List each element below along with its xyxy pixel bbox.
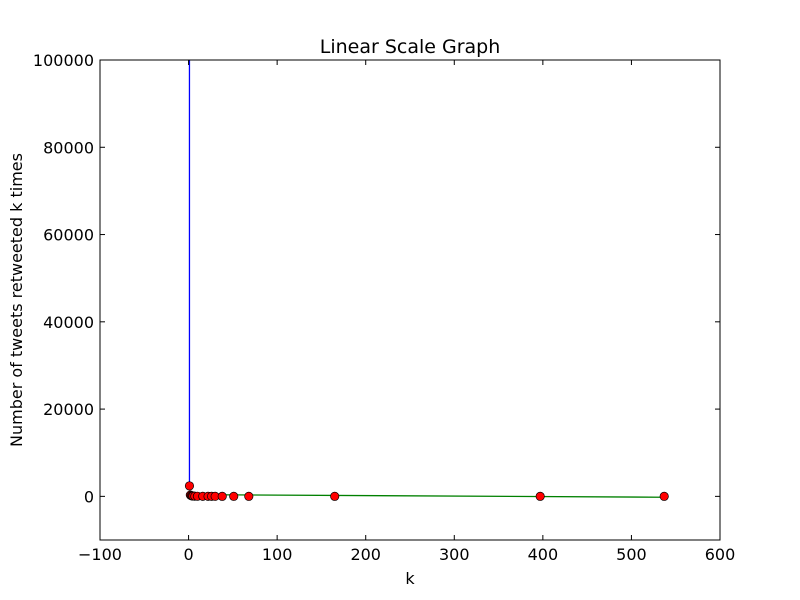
chart-title: Linear Scale Graph [320,36,501,58]
x-tick-label: 200 [350,545,381,564]
data-point [244,491,254,501]
y-tick-label: 20000 [43,400,94,419]
x-tick-label: 0 [183,545,193,564]
series-line-2 [189,493,665,498]
x-tick-label: 400 [528,545,559,564]
y-tick-label: 40000 [43,313,94,332]
plot-frame [99,59,721,541]
plot-area [184,60,669,501]
x-axis-label: k [405,569,415,588]
x-tick-label: −100 [78,545,122,564]
x-tick-label: 300 [439,545,470,564]
x-tick-label: 500 [616,545,647,564]
data-point [659,491,669,501]
axis-ticks: −100 0 100 200 300 400 500 600 0 20000 40000 60000 8… [33,51,735,564]
y-tick-label: 80000 [43,138,94,157]
data-point [184,481,195,491]
data-point [217,491,227,501]
data-point [535,491,545,501]
y-tick-label: 0 [84,487,94,506]
data-point [229,491,239,501]
y-tick-label: 100000 [33,51,94,70]
data-point [330,491,340,501]
y-tick-label: 60000 [43,226,94,245]
x-tick-label: 100 [262,545,293,564]
y-axis-label: Number of tweets retweeted k times [7,153,26,447]
x-tick-label: 600 [705,545,736,564]
